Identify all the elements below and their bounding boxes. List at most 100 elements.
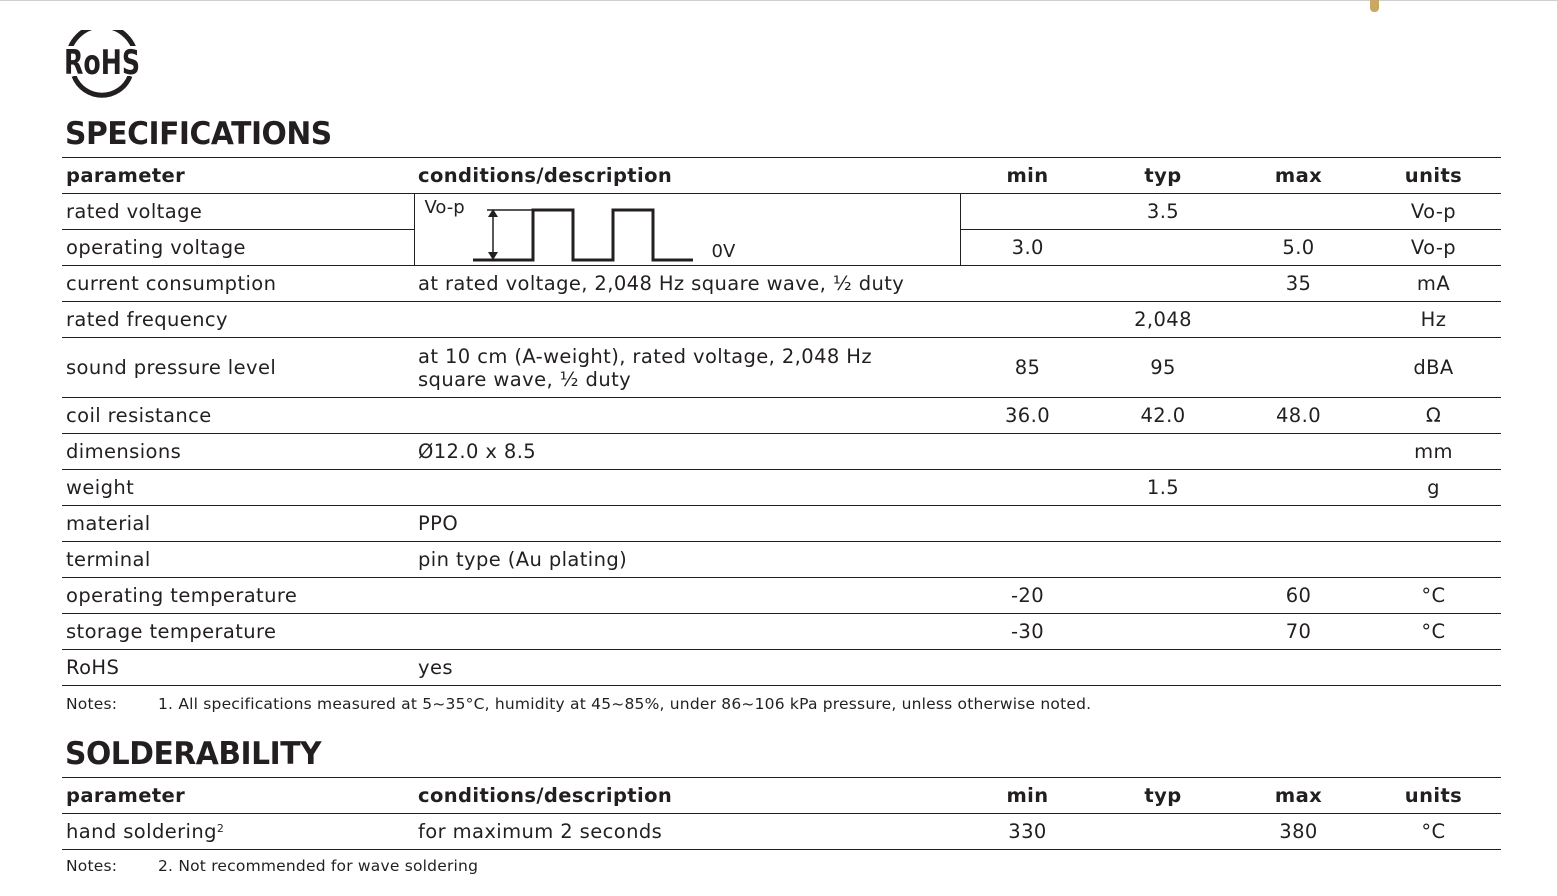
conditions-cell: PPO [414,505,960,542]
notes-label: Notes: [66,695,118,713]
table-row: RoHS yes [62,649,1501,686]
typ-cell: 3.5 [1095,193,1231,230]
note-item: 2. Not recommended for wave soldering [158,857,479,875]
table-header-row: parameter conditions/description min typ… [62,777,1501,814]
min-cell [960,541,1095,578]
typ-cell: 95 [1095,337,1231,398]
units-cell [1366,541,1501,578]
vop-label: Vo-p [424,197,465,218]
conditions-cell [414,397,960,434]
max-cell: 48.0 [1231,397,1366,434]
parameter-cell: storage temperature [62,613,414,650]
min-cell: 330 [960,813,1095,850]
table-row: weight 1.5 g [62,469,1501,506]
conditions-line: square wave, ½ duty [418,367,632,391]
max-cell: 60 [1231,577,1366,614]
parameter-text: hand soldering [66,820,217,843]
specifications-heading: SPECIFICATIONS [65,116,332,152]
conditions-cell [414,613,960,650]
min-cell [960,301,1095,338]
units-cell: Vo-p [1366,193,1501,230]
svg-text:RoHS: RoHS [64,43,140,83]
units-cell: °C [1366,613,1501,650]
parameter-cell: operating temperature [62,577,414,614]
typ-cell [1095,433,1231,470]
max-cell [1231,469,1366,506]
header-typ: typ [1095,777,1231,814]
parameter-cell: rated frequency [62,301,414,338]
min-cell: 85 [960,337,1095,398]
typ-cell [1095,265,1231,302]
conditions-cell [414,469,960,506]
conditions-cell: Ø12.0 x 8.5 [414,433,960,470]
max-cell [1231,301,1366,338]
table-row: rated frequency 2,048 Hz [62,301,1501,338]
table-row: sound pressure level at 10 cm (A-weight)… [62,337,1501,398]
scroll-marker [1370,0,1379,12]
max-cell [1231,505,1366,542]
square-wave-graphic [472,208,693,262]
top-divider [0,0,1557,1]
conditions-cell [414,301,960,338]
solderability-heading: SOLDERABILITY [65,736,322,772]
header-parameter: parameter [62,777,414,814]
parameter-cell: dimensions [62,433,414,470]
parameter-cell: material [62,505,414,542]
typ-cell [1095,813,1231,850]
units-cell: Ω [1366,397,1501,434]
max-cell [1231,193,1366,230]
min-cell [960,505,1095,542]
header-units: units [1366,777,1501,814]
typ-cell [1095,649,1231,686]
parameter-cell: operating voltage [62,229,414,266]
table-row: operating voltage 3.0 5.0 Vo-p [62,229,1501,266]
min-cell [960,193,1095,230]
min-cell: 3.0 [960,229,1095,266]
table-row: dimensions Ø12.0 x 8.5 mm [62,433,1501,470]
notes-label: Notes: [66,857,118,875]
header-conditions: conditions/description [414,157,960,194]
min-cell: -30 [960,613,1095,650]
conditions-cell: for maximum 2 seconds [414,813,960,850]
square-wave-diagram: Vo-p 0V [413,193,961,266]
units-cell: Vo-p [1366,229,1501,266]
header-min: min [960,157,1095,194]
parameter-cell: hand soldering2 [62,813,414,850]
parameter-cell: rated voltage [62,193,414,230]
header-units: units [1366,157,1501,194]
table-header-row: parameter conditions/description min typ… [62,157,1501,194]
footnote-marker: 2 [216,822,224,835]
table-row: hand soldering2 for maximum 2 seconds 33… [62,813,1501,850]
min-cell: 36.0 [960,397,1095,434]
units-cell: mA [1366,265,1501,302]
typ-cell [1095,229,1231,266]
conditions-line: at 10 cm (A-weight), rated voltage, 2,04… [418,344,872,368]
units-cell [1366,649,1501,686]
max-cell: 5.0 [1231,229,1366,266]
solderability-table: parameter conditions/description min typ… [62,777,1501,850]
conditions-cell: at 10 cm (A-weight), rated voltage, 2,04… [414,337,960,398]
header-conditions: conditions/description [414,777,960,814]
note-item: 1. All specifications measured at 5~35°C… [158,695,1092,713]
max-cell [1231,541,1366,578]
table-row: current consumption at rated voltage, 2,… [62,265,1501,302]
typ-cell: 42.0 [1095,397,1231,434]
max-cell: 380 [1231,813,1366,850]
max-cell: 35 [1231,265,1366,302]
table-row: material PPO [62,505,1501,542]
units-cell: mm [1366,433,1501,470]
typ-cell [1095,541,1231,578]
header-min: min [960,777,1095,814]
zero-volt-label: 0V [711,241,736,262]
units-cell: dBA [1366,337,1501,398]
parameter-cell: sound pressure level [62,337,414,398]
units-cell: Hz [1366,301,1501,338]
header-typ: typ [1095,157,1231,194]
typ-cell: 1.5 [1095,469,1231,506]
min-cell [960,649,1095,686]
table-row: operating temperature -20 60 °C [62,577,1501,614]
max-cell [1231,433,1366,470]
specifications-table: parameter conditions/description min typ… [62,157,1501,686]
max-cell [1231,649,1366,686]
table-row: coil resistance 36.0 42.0 48.0 Ω [62,397,1501,434]
